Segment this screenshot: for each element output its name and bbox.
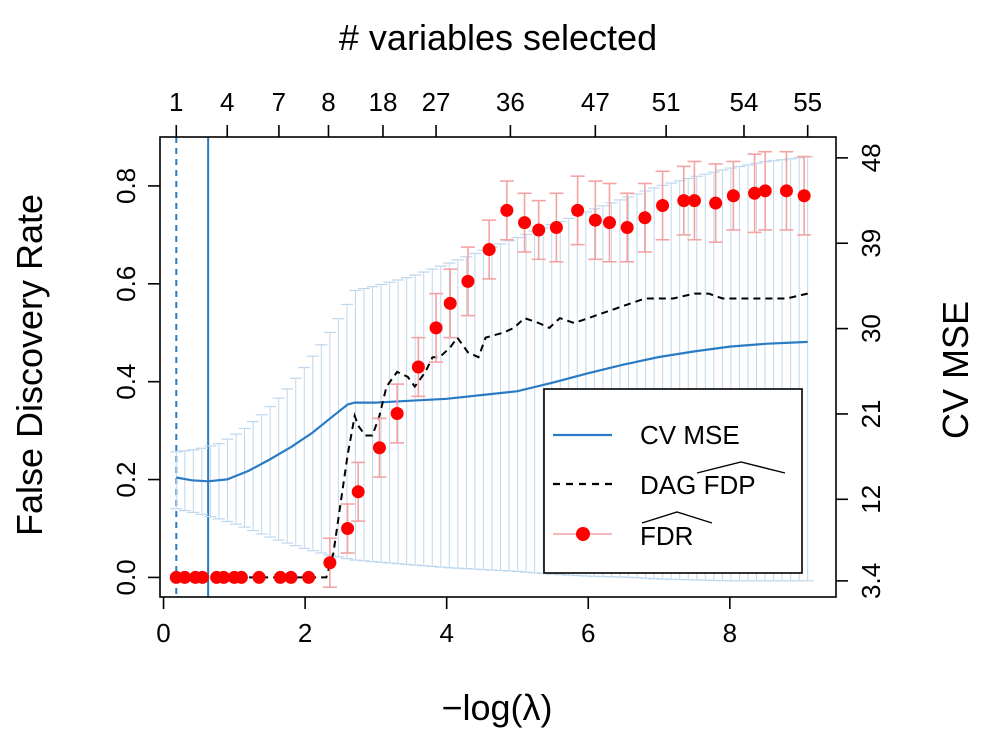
fdr-point-32 <box>677 194 691 208</box>
fdr-point-28 <box>602 216 616 230</box>
top-tick-label-9: 54 <box>730 87 759 117</box>
top-tick-label-0: 1 <box>169 87 183 117</box>
fdr-point-12 <box>323 556 337 570</box>
y-tick-label-0: 0.0 <box>111 559 141 595</box>
fdr-point-18 <box>429 321 443 335</box>
fdr-point-16 <box>390 406 404 420</box>
fdr-point-14 <box>351 485 365 499</box>
legend-hat-fdr <box>641 511 713 524</box>
fdr-point-33 <box>687 194 701 208</box>
x-axis-label: −log(λ) <box>441 687 552 728</box>
top-tick-label-10: 55 <box>793 87 822 117</box>
fdr-point-1 <box>178 570 192 584</box>
top-tick-label-2: 7 <box>272 87 286 117</box>
fdr-point-23 <box>518 216 532 230</box>
fdr-point-11 <box>302 570 316 584</box>
y2-axis-label: CV MSE <box>935 301 976 439</box>
x-tick-label-0: 0 <box>156 618 170 648</box>
x-tick-label-4: 8 <box>723 618 737 648</box>
y2-tick-label-2: 21 <box>856 399 886 428</box>
fdr-point-17 <box>411 360 425 374</box>
legend-key-fdr-point <box>576 527 590 541</box>
legend-box <box>543 388 803 574</box>
top-tick-label-3: 8 <box>321 87 335 117</box>
fdr-point-35 <box>726 189 740 203</box>
legend-label-cv-mse: CV MSE <box>640 420 740 450</box>
fdr-point-3 <box>195 570 209 584</box>
x-tick-label-2: 4 <box>439 618 453 648</box>
fdr-point-29 <box>620 221 634 235</box>
y-axis-label: False Discovery Rate <box>9 194 50 536</box>
fdr-point-26 <box>571 203 585 217</box>
legend-label-dag-fdp: DAG FDP <box>640 470 756 500</box>
cv-mse-series <box>176 340 808 483</box>
fdr-point-21 <box>482 243 496 257</box>
top-tick-label-4: 18 <box>369 87 398 117</box>
y2-tick-label-5: 48 <box>856 143 886 172</box>
legend-label-fdr: FDR <box>640 521 693 551</box>
dag-fdp-series <box>213 292 808 579</box>
cv-mse-line <box>176 340 808 483</box>
fdr-point-7 <box>234 570 248 584</box>
x-tick-label-1: 2 <box>298 618 312 648</box>
fdr-point-20 <box>461 274 475 288</box>
y2-tick-label-0: 3.4 <box>856 563 886 599</box>
fdr-series <box>169 150 812 589</box>
fdr-point-9 <box>273 570 287 584</box>
top-tick-label-6: 36 <box>496 87 525 117</box>
dag-fdp-line <box>213 292 808 579</box>
fdr-point-39 <box>797 189 811 203</box>
fdr-point-25 <box>549 221 563 235</box>
y-tick-label-4: 0.8 <box>111 168 141 204</box>
top-tick-label-7: 47 <box>581 87 610 117</box>
y2-tick-label-3: 30 <box>856 314 886 343</box>
top-tick-label-8: 51 <box>652 87 681 117</box>
fdr-point-38 <box>779 184 793 198</box>
fdr-point-19 <box>443 296 457 310</box>
chart-title: # variables selected <box>339 17 657 58</box>
fdr-point-22 <box>500 203 514 217</box>
fdr-point-15 <box>372 441 386 455</box>
fdr-point-8 <box>252 570 266 584</box>
y-tick-label-2: 0.4 <box>111 364 141 400</box>
fdr-point-13 <box>341 521 355 535</box>
fdr-point-36 <box>748 186 762 200</box>
fdr-point-30 <box>638 211 652 225</box>
legend: CV MSE DAG FDP FDR <box>543 388 803 574</box>
fdr-point-5 <box>217 570 231 584</box>
legend-hat-fdp <box>696 461 786 474</box>
y2-tick-label-1: 12 <box>856 485 886 514</box>
fdr-point-31 <box>656 199 670 213</box>
vertical-lines <box>175 137 210 597</box>
top-tick-label-1: 4 <box>220 87 234 117</box>
y-tick-label-1: 0.2 <box>111 461 141 497</box>
fdr-point-27 <box>588 213 602 227</box>
y-tick-label-3: 0.6 <box>111 266 141 302</box>
fdr-point-24 <box>532 223 546 237</box>
x-tick-label-3: 6 <box>581 618 595 648</box>
y2-tick-label-4: 39 <box>856 229 886 258</box>
fdr-point-10 <box>284 570 298 584</box>
fdr-point-37 <box>758 184 772 198</box>
plot-frame <box>159 136 837 598</box>
fdr-point-34 <box>709 196 723 210</box>
top-tick-label-5: 27 <box>422 87 451 117</box>
axes: 0 2 4 6 81 4 7 8 18 27 36 47 51 54 550.00.20.40.60.83.… <box>111 87 886 648</box>
